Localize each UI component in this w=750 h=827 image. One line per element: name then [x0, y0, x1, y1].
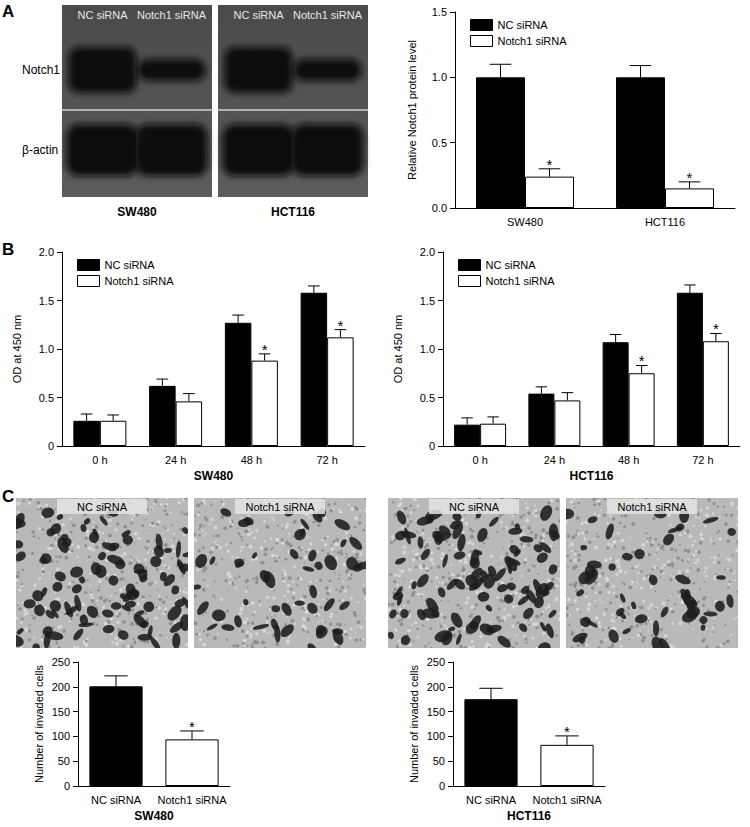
svg-text:NC siRNA: NC siRNA	[105, 259, 156, 271]
svg-text:1.5: 1.5	[432, 6, 447, 18]
svg-text:HCT116: HCT116	[507, 809, 551, 823]
svg-text:24 h: 24 h	[544, 454, 565, 466]
svg-text:OD at 450 nm: OD at 450 nm	[392, 315, 404, 383]
svg-text:0: 0	[48, 440, 54, 452]
svg-text:*: *	[547, 156, 553, 173]
svg-text:0.5: 0.5	[432, 137, 447, 149]
svg-text:Notch1 siRNA: Notch1 siRNA	[486, 275, 556, 287]
svg-text:0: 0	[64, 780, 70, 792]
svg-text:HCT116: HCT116	[271, 205, 315, 219]
svg-text:0 h: 0 h	[92, 454, 107, 466]
svg-text:NC siRNA: NC siRNA	[91, 794, 142, 806]
svg-text:NC siRNA: NC siRNA	[449, 501, 500, 513]
svg-text:150: 150	[52, 706, 70, 718]
svg-text:NC siRNA: NC siRNA	[233, 9, 284, 21]
svg-text:Notch1 siRNA: Notch1 siRNA	[617, 501, 687, 513]
svg-text:NC siRNA: NC siRNA	[77, 9, 128, 21]
svg-text:*: *	[639, 352, 645, 369]
svg-text:1.5: 1.5	[39, 295, 54, 307]
svg-text:Notch1 siRNA: Notch1 siRNA	[245, 501, 315, 513]
svg-text:NC siRNA: NC siRNA	[77, 501, 128, 513]
svg-text:1.0: 1.0	[432, 71, 447, 83]
svg-text:48 h: 48 h	[618, 454, 639, 466]
svg-text:NC siRNA: NC siRNA	[498, 19, 549, 31]
svg-text:*: *	[189, 718, 195, 735]
html-text:B: B	[2, 240, 15, 259]
svg-text:2.0: 2.0	[420, 246, 435, 258]
svg-text:1.5: 1.5	[420, 295, 435, 307]
svg-text:50: 50	[58, 755, 70, 767]
svg-text:1.0: 1.0	[420, 343, 435, 355]
svg-text:Relative Notch1 protein level: Relative Notch1 protein level	[406, 40, 418, 180]
svg-text:0.5: 0.5	[39, 392, 54, 404]
svg-text:*: *	[262, 341, 268, 358]
svg-text:0.5: 0.5	[420, 392, 435, 404]
svg-text:Number of invaded cells: Number of invaded cells	[408, 665, 420, 784]
svg-text:SW480: SW480	[194, 469, 234, 483]
svg-text:48 h: 48 h	[241, 454, 262, 466]
svg-text:Notch1 siRNA: Notch1 siRNA	[105, 275, 175, 287]
svg-text:*: *	[713, 320, 719, 337]
svg-text:NC siRNA: NC siRNA	[486, 259, 537, 271]
svg-text:SW480: SW480	[134, 809, 174, 823]
svg-text:*: *	[687, 169, 693, 186]
svg-text:SW480: SW480	[117, 205, 157, 219]
svg-text:Notch1 siRNA: Notch1 siRNA	[137, 9, 207, 21]
svg-text:*: *	[337, 317, 343, 334]
svg-text:250: 250	[52, 656, 70, 668]
html-text:C: C	[2, 487, 15, 506]
svg-text:0: 0	[439, 780, 445, 792]
svg-text:Notch1 siRNA: Notch1 siRNA	[498, 35, 568, 47]
svg-text:HCT116: HCT116	[645, 216, 685, 228]
svg-text:150: 150	[427, 706, 445, 718]
svg-text:250: 250	[427, 656, 445, 668]
svg-text:Notch1 siRNA: Notch1 siRNA	[532, 794, 602, 806]
svg-text:0: 0	[429, 440, 435, 452]
svg-text:50: 50	[433, 755, 445, 767]
svg-text:24 h: 24 h	[165, 454, 186, 466]
svg-text:0.0: 0.0	[432, 202, 447, 214]
svg-text:200: 200	[52, 681, 70, 693]
svg-text:200: 200	[427, 681, 445, 693]
svg-text:β-actin: β-actin	[22, 143, 58, 157]
svg-text:NC siRNA: NC siRNA	[466, 794, 517, 806]
svg-text:Number of invaded cells: Number of invaded cells	[33, 665, 45, 784]
svg-text:Notch1 siRNA: Notch1 siRNA	[157, 794, 227, 806]
svg-text:100: 100	[427, 730, 445, 742]
svg-text:0 h: 0 h	[472, 454, 487, 466]
svg-text:72 h: 72 h	[316, 454, 337, 466]
svg-text:100: 100	[52, 730, 70, 742]
svg-text:Notch1 siRNA: Notch1 siRNA	[293, 9, 363, 21]
svg-text:1.0: 1.0	[39, 343, 54, 355]
svg-text:HCT116: HCT116	[569, 469, 613, 483]
svg-text:Notch1: Notch1	[22, 63, 60, 77]
svg-text:2.0: 2.0	[39, 246, 54, 258]
svg-text:SW480: SW480	[507, 216, 543, 228]
svg-text:*: *	[564, 723, 570, 740]
html-text:A: A	[2, 2, 15, 21]
svg-text:72 h: 72 h	[692, 454, 713, 466]
svg-text:OD at 450 nm: OD at 450 nm	[11, 315, 23, 383]
